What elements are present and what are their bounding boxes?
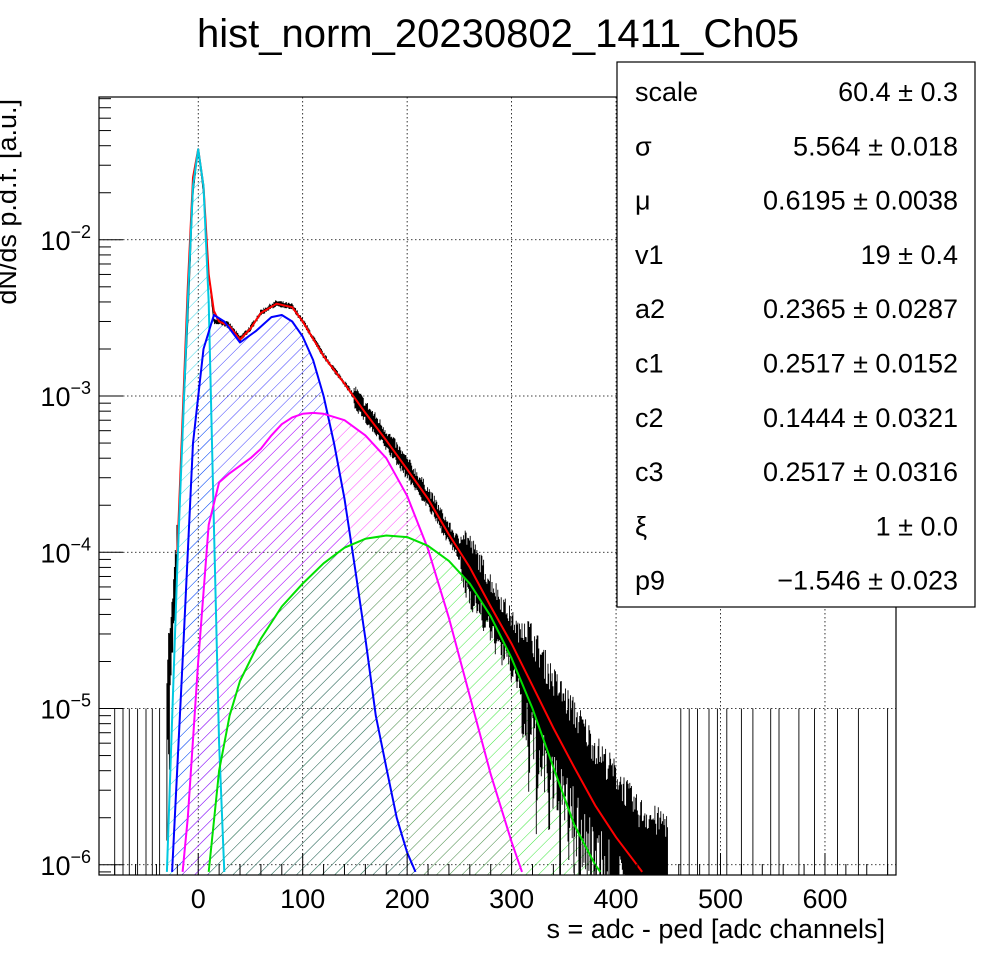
stats-param-name: σ [635,131,652,161]
stats-param-name: c1 [635,349,664,379]
x-axis-label: s = adc - ped [adc channels] [547,914,885,944]
x-tick-label: 500 [698,884,743,914]
fit-curve [171,314,417,873]
chart-title: hist_norm_20230802_1411_Ch05 [197,12,799,56]
stats-param-value: 5.564 ± 0.018 [793,131,958,161]
y-axis-label: dN/ds p.d.f. [a.u.] [0,99,22,305]
stats-param-name: ξ [635,511,647,541]
stats-param-value: 0.1444 ± 0.0321 [763,403,958,433]
axis-ticks: 0 100 200 300 400 500 600 10−6 10−5 10−4 10−3 10−2 [40,98,889,914]
stats-param-name: μ [635,186,651,216]
y-tick-label: 10−4 [40,534,91,568]
fit-curve [207,534,602,873]
fit-curve [165,148,226,872]
y-tick-label: 10−6 [40,847,91,881]
fit-curve [181,411,523,873]
stats-param-value: 1 ± 0.0 [876,511,958,541]
stats-param-value: 0.2517 ± 0.0316 [763,457,958,487]
stats-param-value: −1.546 ± 0.023 [777,566,958,596]
x-tick-label: 100 [280,884,325,914]
stats-box-frame [616,61,976,608]
stats-param-name: c3 [635,457,664,487]
stats-param-value: 0.2517 ± 0.0152 [763,349,958,379]
x-tick-label: 300 [489,884,534,914]
y-tick-label: 10−5 [40,691,91,725]
y-tick-label: 10−2 [40,222,91,256]
component-fill [208,535,601,875]
stats-param-name: v1 [635,240,664,270]
stats-param-value: 19 ± 0.4 [861,240,958,270]
fit-curve [176,148,644,873]
stats-param-name: p9 [635,566,665,596]
y-tick-label: 10−3 [40,378,91,412]
stats-param-value: 60.4 ± 0.3 [838,77,958,107]
stats-param-name: c2 [635,403,664,433]
stats-box: scale 60.4 ± 0.3 σ 5.564 ± 0.018 μ 0.6195 ± 0… [616,61,976,608]
x-tick-label: 600 [802,884,847,914]
component-fills [166,149,601,875]
stats-param-name: a2 [635,294,665,324]
x-tick-label: 200 [385,884,430,914]
stats-param-name: scale [635,77,698,107]
stats-param-value: 0.6195 ± 0.0038 [763,186,958,216]
stats-param-value: 0.2365 ± 0.0287 [763,294,958,324]
x-tick-label: 400 [594,884,639,914]
fit-curves [165,148,644,873]
x-tick-label: 0 [191,884,206,914]
